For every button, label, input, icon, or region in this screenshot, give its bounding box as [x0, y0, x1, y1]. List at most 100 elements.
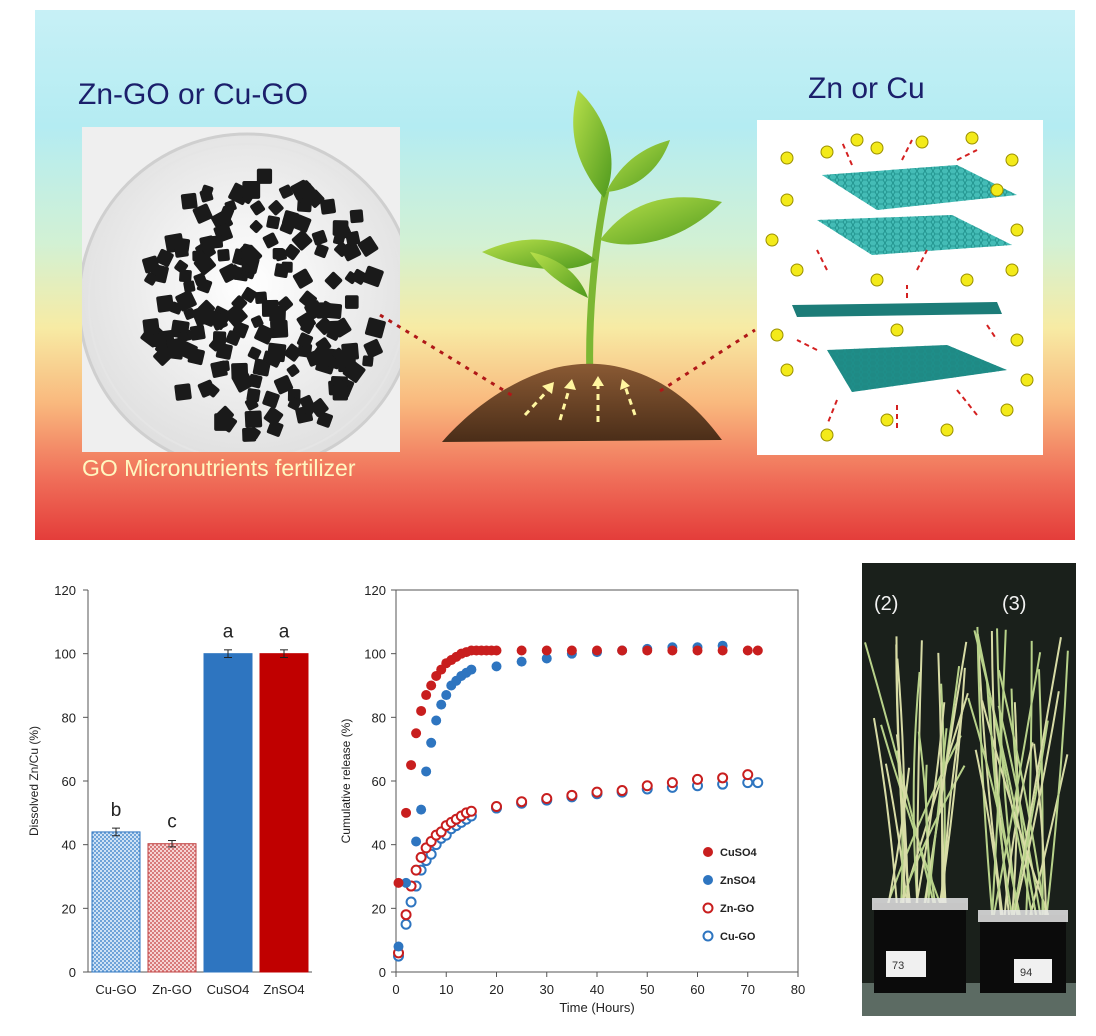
wheat-stalks [864, 626, 1069, 916]
granule [363, 339, 383, 359]
y-tick-label: 120 [364, 583, 386, 598]
metal-ion [940, 423, 954, 437]
data-point [491, 800, 502, 812]
granule [214, 413, 232, 431]
data-point [591, 786, 603, 798]
legend-label: Zn-GO [720, 903, 755, 915]
metal-ion [870, 273, 884, 287]
data-point [465, 805, 477, 817]
x-tick-label: 0 [392, 982, 399, 997]
granule [239, 244, 263, 268]
wheat-stalk [1025, 640, 1033, 916]
wheat-stalk [1010, 688, 1038, 916]
granule [315, 337, 332, 353]
y-axis-label: Cumulative release (%) [339, 719, 353, 844]
granule [320, 198, 336, 215]
wheat-stalk [990, 630, 1011, 916]
granule [302, 403, 316, 416]
granule [153, 347, 172, 366]
wheat-stalk [896, 658, 906, 904]
y-tick-label: 100 [364, 647, 386, 662]
y-tick-label: 0 [69, 965, 76, 980]
y-tick-label: 40 [62, 838, 76, 853]
granule [296, 332, 314, 349]
granule [189, 324, 206, 341]
pot-left: 73 [872, 898, 968, 993]
x-tick-label: Zn-GO [152, 982, 192, 997]
data-point [401, 877, 412, 888]
legend-marker [702, 930, 714, 942]
data-point [416, 804, 427, 815]
data-point [566, 789, 578, 801]
wheat-stalk [927, 728, 948, 904]
metal-ion [1020, 373, 1034, 387]
data-point [642, 645, 653, 656]
granule [357, 236, 379, 257]
metal-ion [965, 131, 979, 145]
legend-marker [703, 847, 713, 857]
granule [244, 410, 263, 429]
release-arrows [796, 139, 998, 430]
pot-label-left: 73 [892, 960, 904, 972]
data-point [406, 760, 417, 771]
x-tick-label: ZnSO4 [263, 982, 304, 997]
bar [147, 843, 197, 973]
granule [332, 220, 349, 237]
metal-ion [780, 151, 794, 165]
wheat-stalk [915, 640, 923, 904]
data-point [491, 661, 502, 672]
granule [278, 184, 294, 199]
granule [334, 241, 350, 257]
data-point [541, 793, 553, 805]
granule [192, 203, 213, 224]
granule [316, 411, 333, 428]
granule [155, 248, 174, 267]
graphene-layers [765, 131, 1034, 442]
metal-ion [780, 363, 794, 377]
granule [290, 179, 312, 201]
granule [309, 398, 329, 417]
metal-ion [915, 135, 929, 149]
x-tick-label: 20 [489, 982, 503, 997]
granule [210, 360, 228, 378]
granule [193, 253, 216, 276]
wheat-stalk [924, 641, 968, 904]
significance-letter: b [111, 800, 122, 821]
metal-ion [765, 233, 779, 247]
wheat-stalk [1033, 743, 1048, 916]
leaf [530, 252, 588, 298]
graphene-sheet [822, 165, 1017, 210]
data-point [410, 864, 422, 876]
granule [152, 333, 167, 349]
granule [362, 265, 384, 288]
data-point [426, 737, 437, 748]
go-fertilizer-photo [82, 127, 400, 452]
granule [314, 243, 329, 259]
petri-dish [82, 132, 400, 452]
data-point [415, 851, 427, 863]
bar [259, 653, 309, 973]
metal-ion [1010, 223, 1024, 237]
granule [345, 230, 361, 246]
granule [175, 290, 197, 312]
banner-caption: GO Micronutrients fertilizer [82, 455, 356, 481]
legend-label: ZnSO4 [720, 875, 756, 887]
granule [217, 248, 230, 262]
data-point [752, 645, 763, 656]
data-point [411, 728, 422, 739]
wheat-stalk [992, 652, 1042, 916]
x-tick-label: 10 [439, 982, 453, 997]
data-point [393, 941, 404, 952]
bar [91, 831, 141, 973]
metal-ion [880, 413, 894, 427]
data-point [421, 690, 432, 701]
x-axis-label: Time (Hours) [559, 1000, 634, 1015]
granule [273, 319, 284, 331]
granule [242, 181, 261, 199]
data-point [616, 785, 628, 797]
nutrient-uptake-arrows [523, 384, 637, 422]
data-point [641, 780, 653, 792]
pot-right: 94 [978, 910, 1068, 993]
metal-ion [1005, 153, 1019, 167]
data-point [436, 699, 447, 710]
